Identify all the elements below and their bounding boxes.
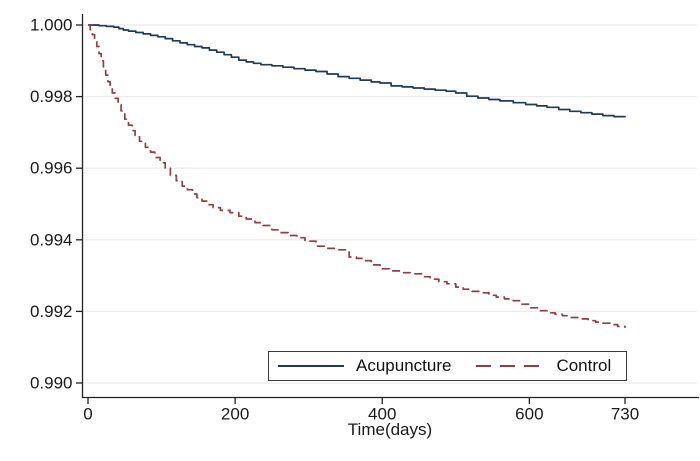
x-axis-title: Time(days) xyxy=(347,420,433,439)
x-tick-label: 0 xyxy=(83,405,92,424)
acupuncture-line-sample xyxy=(278,363,344,369)
legend: Acupuncture Control xyxy=(268,351,627,381)
x-tick-label: 200 xyxy=(221,405,249,424)
y-tick-label: 0.992 xyxy=(30,302,73,321)
y-tick-label: 0.990 xyxy=(30,374,73,393)
y-tick-label: 1.000 xyxy=(30,16,73,35)
y-tick-label: 0.996 xyxy=(30,159,73,178)
series-path-acupuncture xyxy=(88,24,626,118)
y-tick-label: 0.994 xyxy=(30,230,73,249)
legend-label-control: Control xyxy=(556,356,612,375)
series-path-control xyxy=(88,24,626,328)
x-tick-label: 730 xyxy=(611,405,639,424)
control-line-sample xyxy=(476,363,545,369)
x-tick-label: 600 xyxy=(515,405,543,424)
x-tick-label: 400 xyxy=(368,405,396,424)
y-tick-label: 0.998 xyxy=(30,87,73,106)
legend-label-acupuncture: Acupuncture xyxy=(356,356,452,375)
